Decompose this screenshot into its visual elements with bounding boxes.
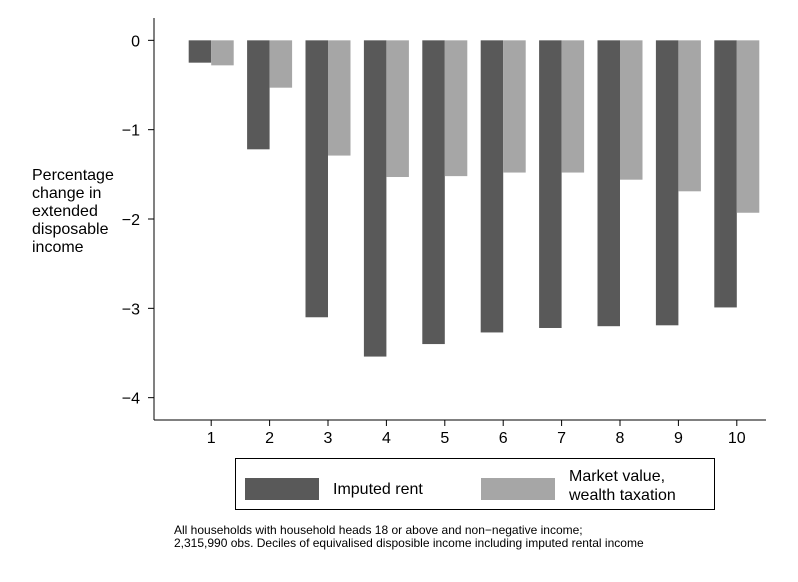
- legend-swatch-market-value: [481, 478, 555, 500]
- legend-label-imputed-rent: Imputed rent: [333, 481, 423, 498]
- bar-imputed-rent: [714, 40, 737, 308]
- chart-note-line: All households with household heads 18 o…: [174, 523, 583, 537]
- y-axis-title-line: disposable: [32, 221, 109, 238]
- y-tick-label: −2: [122, 212, 140, 229]
- x-tick-label: 1: [207, 430, 216, 447]
- legend-label-market-value-line1: Market value,: [569, 468, 666, 485]
- bar-market-value: [328, 40, 351, 156]
- y-axis-title-line: Percentage: [32, 167, 114, 184]
- bar-imputed-rent: [655, 40, 679, 326]
- x-tick-label: 9: [674, 430, 683, 447]
- bar-market-value: [561, 40, 585, 173]
- bar-imputed-rent: [422, 40, 445, 345]
- bar-imputed-rent: [363, 40, 387, 357]
- legend-label-market-value-line2: wealth taxation: [569, 487, 676, 504]
- bar-market-value: [386, 40, 409, 178]
- bar-imputed-rent: [305, 40, 328, 318]
- bar-imputed-rent: [597, 40, 620, 327]
- bar-imputed-rent: [247, 40, 270, 150]
- y-tick-label: −4: [122, 391, 140, 408]
- bar-market-value: [444, 40, 468, 177]
- x-tick-label: 7: [557, 430, 566, 447]
- x-tick-label: 6: [499, 430, 508, 447]
- bar-imputed-rent: [188, 40, 212, 63]
- x-tick-label: 2: [265, 430, 274, 447]
- x-tick-label: 5: [440, 430, 449, 447]
- bar-market-value: [678, 40, 701, 192]
- bar-market-value: [211, 40, 234, 66]
- y-axis-title-line: income: [32, 239, 84, 256]
- bar-chart: 0 −1 −2 −3 −4 1 2 3 4 5 6 7 8 9 10: [122, 18, 766, 447]
- y-tick-label: 0: [131, 33, 140, 50]
- bar-market-value: [503, 40, 526, 173]
- chart-legend: Imputed rent Market value, wealth taxati…: [235, 458, 715, 510]
- bar-imputed-rent: [480, 40, 504, 333]
- bar-market-value: [736, 40, 760, 213]
- x-tick-label: 8: [616, 430, 625, 447]
- legend-swatch-imputed-rent: [245, 478, 319, 500]
- bar-imputed-rent: [539, 40, 562, 328]
- bar-market-value: [620, 40, 643, 180]
- y-axis-title-line: extended: [32, 203, 98, 220]
- y-tick-label: −3: [122, 301, 140, 318]
- y-tick-label: −1: [122, 123, 140, 140]
- x-tick-label: 10: [728, 430, 746, 447]
- x-tick-label: 4: [382, 430, 391, 447]
- x-tick-label: 3: [324, 430, 333, 447]
- bar-market-value: [269, 40, 293, 88]
- y-axis-title-line: change in: [32, 185, 102, 202]
- chart-note-line: 2,315,990 obs. Deciles of equivalised di…: [174, 536, 644, 550]
